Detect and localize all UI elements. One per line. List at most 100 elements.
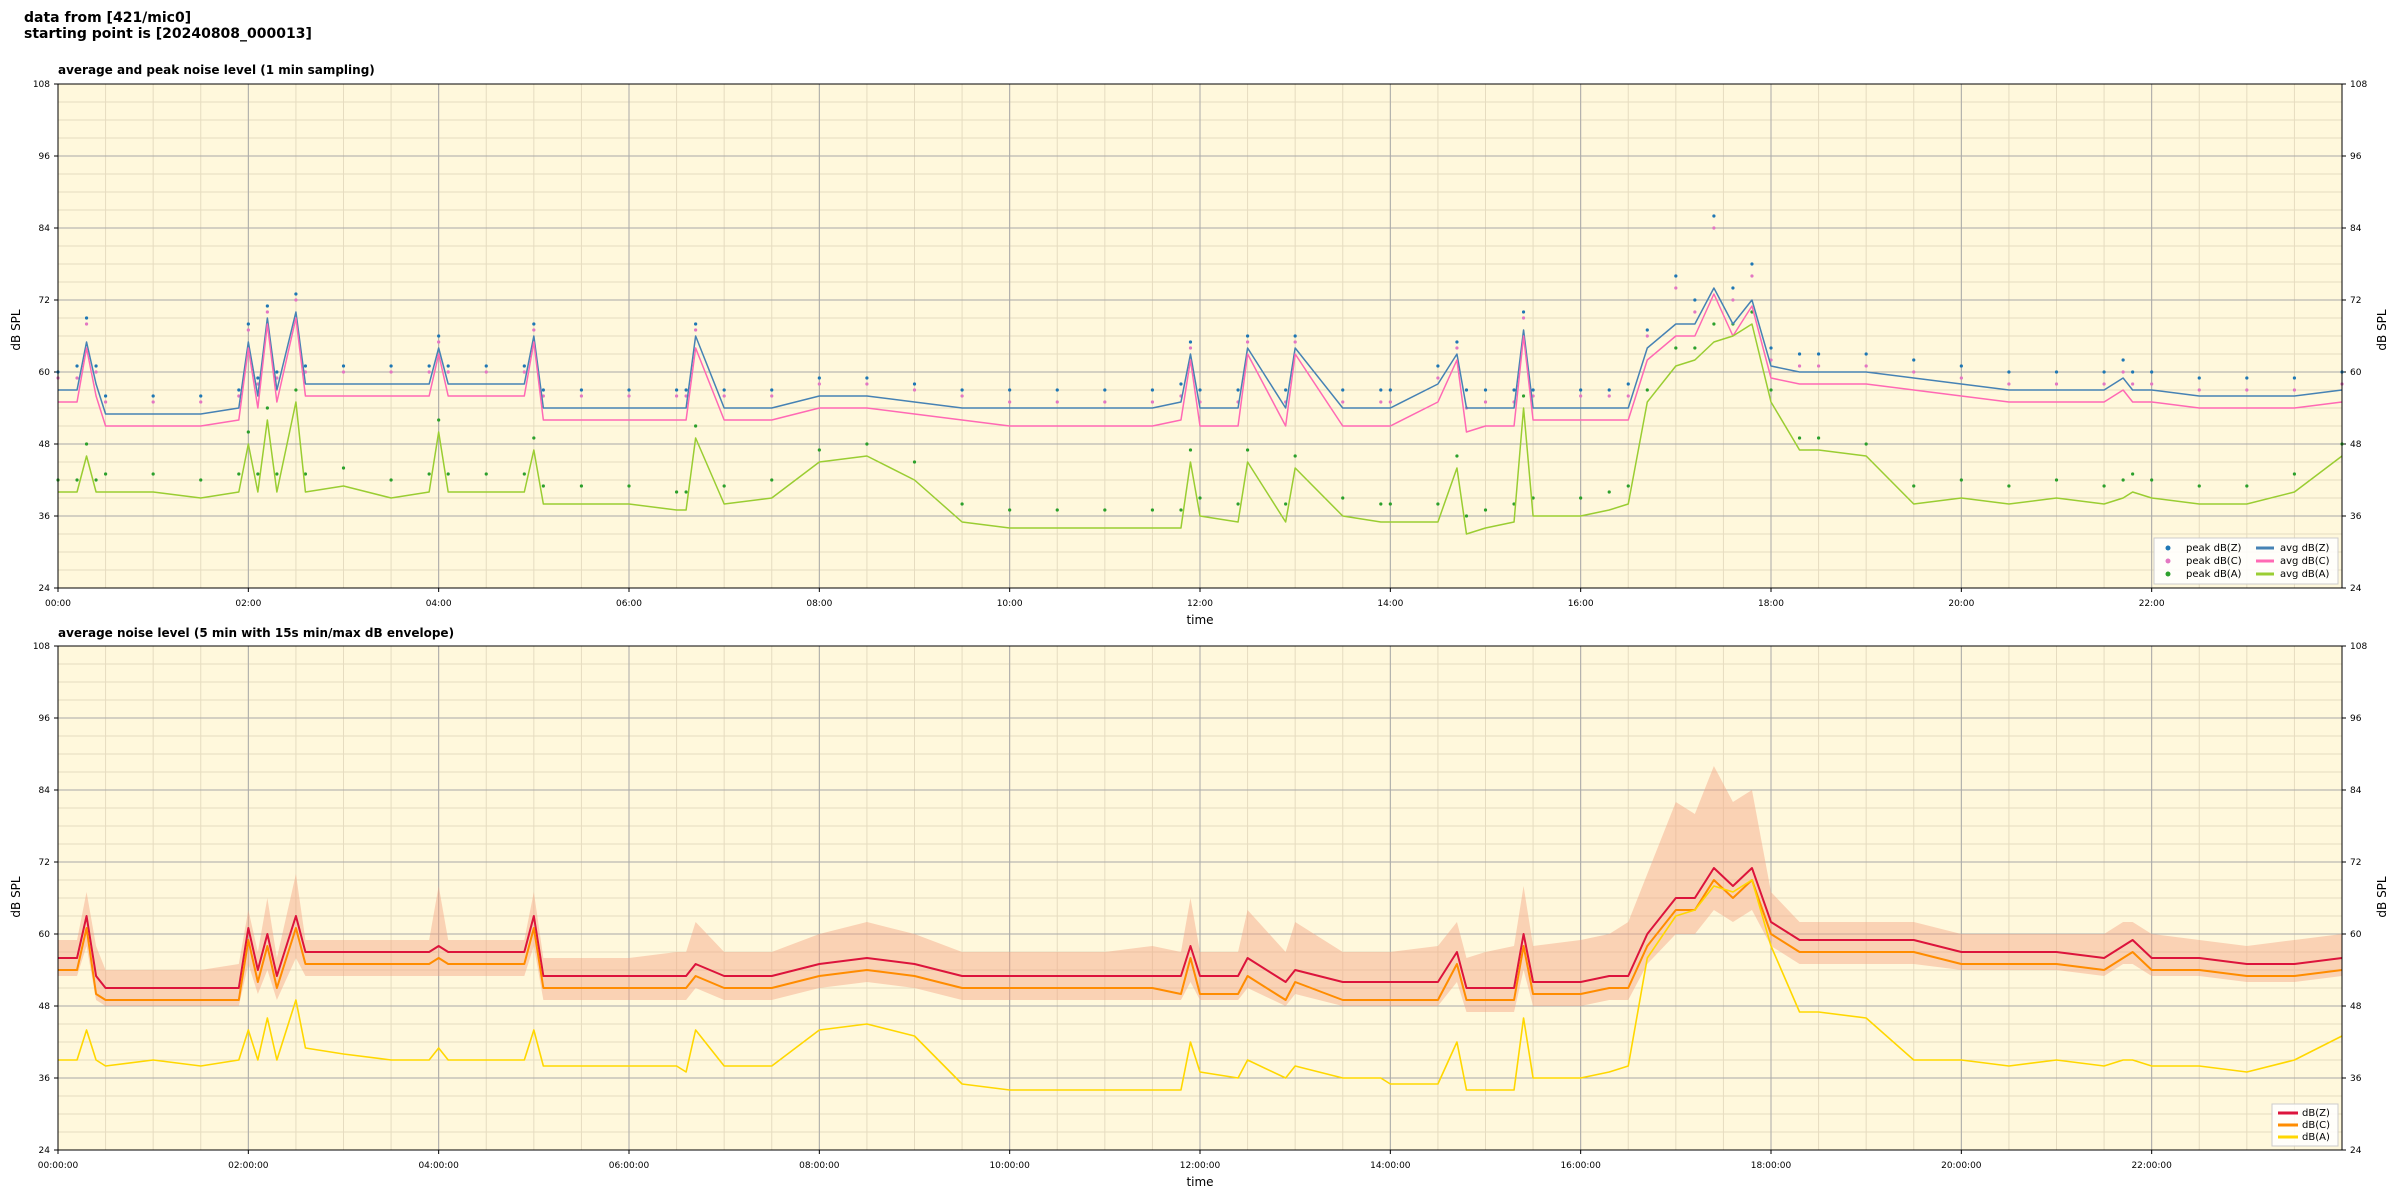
scatter-point [817, 382, 821, 386]
x-tick-label: 18:00 [1758, 599, 1784, 609]
scatter-point [1797, 364, 1802, 368]
scatter-point [2292, 472, 2297, 476]
scatter-point [103, 472, 108, 476]
legend-label: peak dB(C) [2186, 556, 2242, 567]
legend-label: avg dB(A) [2280, 569, 2330, 580]
scatter-point [722, 484, 726, 488]
scatter-point [199, 400, 203, 404]
x-tick-label: 08:00 [806, 599, 832, 609]
chart-title: average noise level (5 min with 15s min/… [58, 626, 454, 640]
scatter-point [1607, 490, 1611, 494]
scatter-point [1959, 478, 1963, 482]
scatter-point [484, 370, 488, 374]
scatter-point [532, 328, 536, 332]
scatter-point [103, 394, 108, 398]
scatter-point [389, 478, 393, 482]
scatter-point [522, 472, 526, 476]
x-tick-label: 02:00:00 [228, 1161, 269, 1171]
scatter-point [674, 394, 679, 398]
scatter-point [1150, 388, 1155, 392]
scatter-point [2007, 484, 2011, 488]
scatter-point [579, 388, 584, 392]
scatter-point [2007, 370, 2011, 374]
scatter-point [1912, 370, 1916, 374]
x-tick-label: 00:00 [45, 599, 71, 609]
scatter-point [1150, 400, 1155, 404]
y-tick-label-right: 48 [2350, 1002, 2362, 1012]
scatter-point [389, 364, 393, 368]
scatter-point [1103, 508, 1107, 512]
scatter-point [75, 364, 79, 368]
scatter-point [912, 382, 917, 386]
scatter-point [684, 388, 688, 392]
x-tick-label: 16:00 [1568, 599, 1594, 609]
scatter-point [1521, 310, 1526, 314]
scatter-point [1521, 316, 1526, 320]
scatter-point [1769, 346, 1773, 350]
y-tick-label-right: 96 [2350, 152, 2362, 162]
scatter-point [1245, 334, 1250, 338]
scatter-point [1645, 388, 1649, 392]
scatter-point [1379, 502, 1383, 506]
scatter-point [1284, 502, 1288, 506]
scatter-point [389, 370, 393, 374]
scatter-point [1626, 484, 1630, 488]
scatter-point [1864, 352, 1868, 356]
scatter-point [1750, 274, 1754, 278]
scatter-point [694, 424, 698, 428]
y-tick-label: 72 [39, 858, 50, 868]
scatter-point [246, 328, 250, 332]
scatter-point [265, 310, 269, 314]
chart-title: average and peak noise level (1 min samp… [58, 63, 375, 77]
scatter-point [532, 436, 536, 440]
scatter-point [1731, 286, 1735, 290]
scatter-point [1607, 388, 1611, 392]
legend-label: dB(C) [2302, 1120, 2330, 1131]
scatter-point [1521, 394, 1526, 398]
scatter-point [2245, 484, 2249, 488]
scatter-point [694, 328, 698, 332]
scatter-point [2121, 370, 2125, 374]
scatter-point [912, 388, 917, 392]
x-tick-label: 22:00:00 [2131, 1161, 2172, 1171]
scatter-point [1912, 358, 1916, 362]
scatter-point [341, 364, 346, 368]
scatter-point [199, 394, 203, 398]
scatter-point [694, 322, 698, 326]
x-tick-label: 00:00:00 [38, 1161, 79, 1171]
scatter-point [1797, 352, 1802, 356]
scatter-point [2292, 376, 2297, 380]
y-tick-label: 108 [33, 642, 50, 652]
min-max-envelope [58, 766, 2342, 1012]
legend-label: avg dB(C) [2280, 556, 2330, 567]
scatter-point [1693, 310, 1697, 314]
legend-marker [2165, 558, 2171, 564]
scatter-point [865, 442, 869, 446]
y-tick-label: 24 [39, 1146, 51, 1156]
scatter-point [427, 364, 431, 368]
scatter-point [1188, 346, 1193, 350]
series-line-avgdbz [58, 287, 2343, 415]
scatter-point [437, 340, 441, 344]
series-line-dbc [58, 879, 2343, 1001]
x-tick-label: 04:00 [426, 599, 452, 609]
scatter-point [2150, 382, 2154, 386]
x-tick-label: 22:00 [2139, 599, 2165, 609]
x-tick-label: 10:00:00 [989, 1161, 1030, 1171]
scatter-point [627, 388, 631, 392]
scatter-point [532, 322, 536, 326]
scatter-point [84, 322, 89, 326]
scatter-point [1455, 454, 1459, 458]
scatter-point [1750, 262, 1754, 266]
series-line-avgdba [58, 323, 2343, 535]
x-tick-label: 14:00 [1377, 599, 1403, 609]
y-tick-label-right: 36 [2350, 1074, 2362, 1084]
data-source-line: data from [421/mic0] [24, 10, 192, 26]
scatter-point [2121, 358, 2125, 362]
scatter-point [75, 376, 79, 380]
scatter-point [541, 388, 545, 392]
scatter-point [1769, 388, 1773, 392]
x-tick-label: 06:00 [616, 599, 642, 609]
scatter-series-peakdba [56, 310, 2344, 518]
